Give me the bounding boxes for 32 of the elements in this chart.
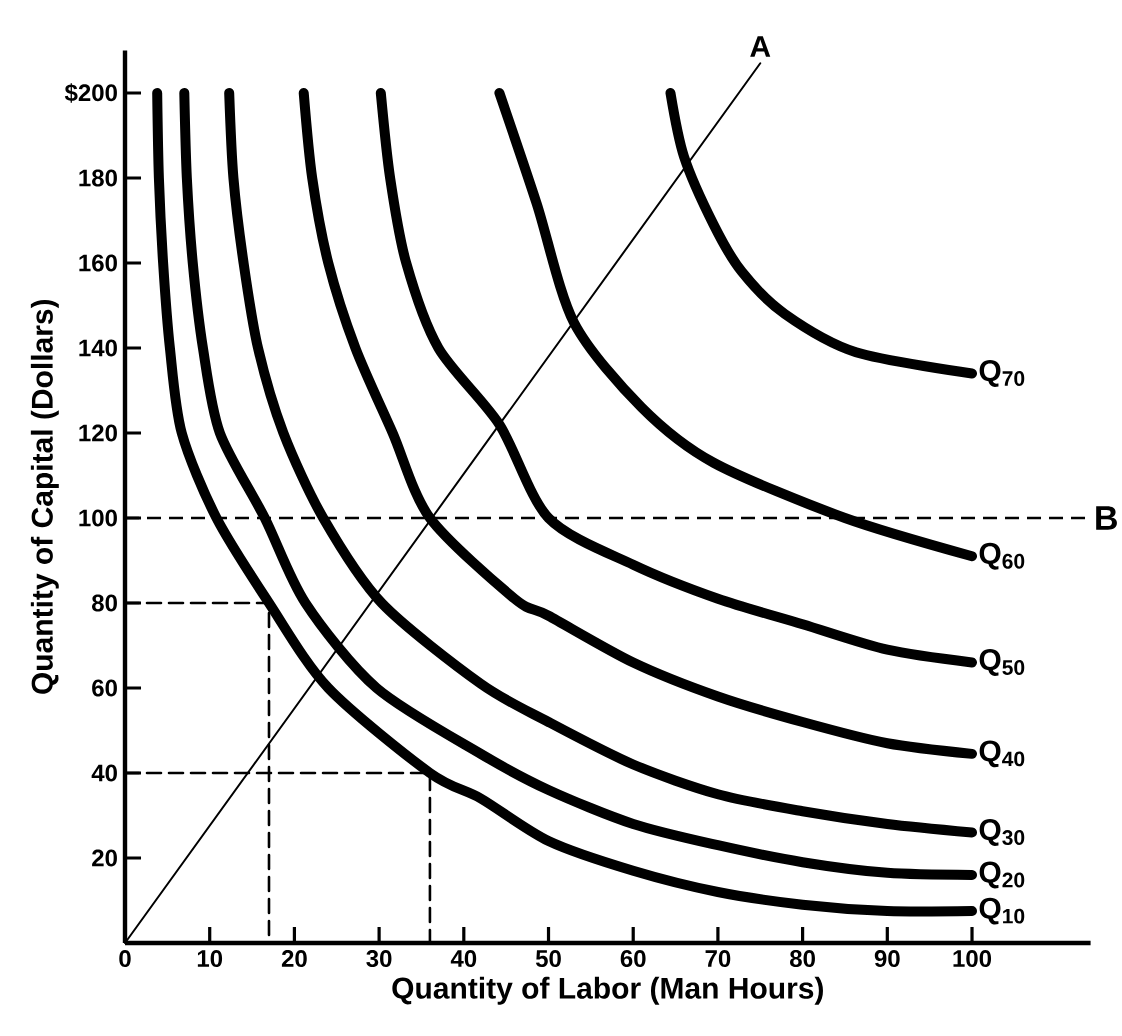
x-tick-label: 0 bbox=[119, 950, 131, 968]
x-tick-label: 80 bbox=[790, 950, 815, 968]
series-label: A bbox=[750, 36, 771, 57]
series-label: Q$_{60}$ bbox=[979, 542, 1025, 570]
y-tick-label: 60 bbox=[92, 679, 117, 697]
y-tick-label: 20 bbox=[92, 849, 117, 867]
y-tick-label: 120 bbox=[79, 424, 117, 442]
x-tick-label: 50 bbox=[535, 950, 561, 968]
x-tick-label: 40 bbox=[450, 950, 477, 968]
y-tick-label: 100 bbox=[79, 509, 117, 527]
x-tick-label: 100 bbox=[953, 950, 992, 968]
series-label: Q$_{50}$ bbox=[979, 649, 1025, 676]
y-tick-label: $200 bbox=[64, 83, 117, 103]
x-tick-label: 20 bbox=[281, 950, 307, 968]
y-tick-label: 80 bbox=[92, 594, 117, 612]
ref-line-label: B bbox=[1096, 506, 1117, 530]
y-tick-label: 160 bbox=[79, 254, 117, 272]
series-label: Q$_{10}$ bbox=[979, 897, 1025, 925]
x-axis-title: Quantity of Labor (Man Hours) bbox=[392, 976, 823, 1005]
series-label: Q$_{20}$ bbox=[979, 861, 1025, 889]
y-tick-label: 40 bbox=[91, 764, 117, 782]
y-tick-label: 140 bbox=[79, 339, 117, 357]
y-axis-title: Quantity of Capital (Dollars) bbox=[30, 299, 59, 694]
y-tick-label: 180 bbox=[79, 169, 117, 187]
series-label: Q$_{70}$ bbox=[979, 360, 1025, 387]
x-tick-label: 60 bbox=[620, 950, 646, 968]
x-tick-label: 30 bbox=[366, 950, 392, 968]
x-tick-label: 70 bbox=[705, 950, 731, 968]
x-tick-label: 10 bbox=[197, 950, 223, 968]
series-label: Q$_{30}$ bbox=[979, 819, 1025, 846]
series-label: Q$_{40}$ bbox=[979, 740, 1025, 768]
x-tick-label: 90 bbox=[874, 950, 900, 968]
